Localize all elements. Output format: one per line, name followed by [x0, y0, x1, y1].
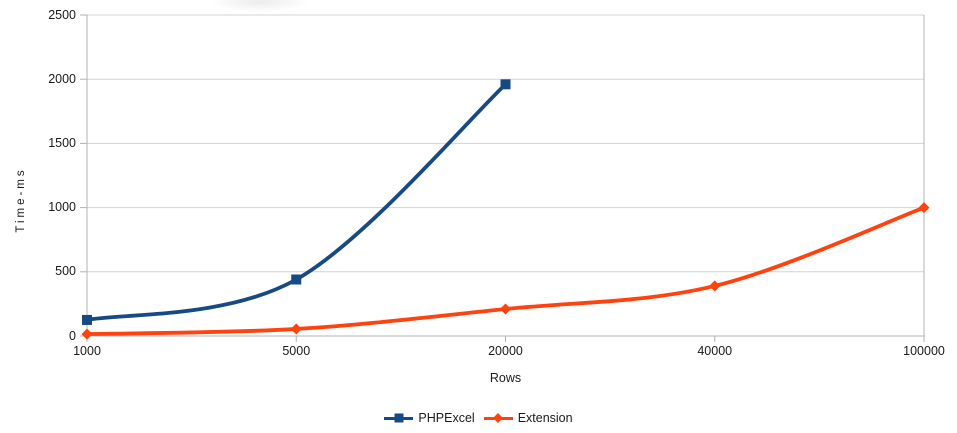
x-tick-label: 40000 [697, 344, 733, 358]
x-tick-label: 20000 [488, 344, 523, 358]
y-tick-label: 500 [55, 264, 76, 279]
legend-diamond-marker-icon [483, 413, 513, 423]
y-axis-title: Time-ms [15, 167, 27, 233]
legend: PHPExcel Extension [0, 407, 957, 429]
legend-label: Extension [517, 411, 573, 425]
x-axis-title: Rows [489, 371, 522, 385]
legend-marker-square-icon [394, 413, 404, 423]
series-line-extension [85, 205, 926, 336]
marker-square-icon [82, 314, 92, 325]
legend-item-extension: Extension [483, 411, 573, 425]
x-tick-label: 100000 [903, 344, 945, 358]
x-tick-label: 5000 [282, 344, 311, 358]
y-tick-label: 2000 [48, 71, 76, 86]
y-tick-label: 1500 [48, 135, 76, 150]
marker-diamond-icon [81, 328, 93, 340]
y-tick-label: 2500 [48, 7, 76, 22]
series-line-phpexcel [85, 82, 508, 322]
marker-square-icon [291, 274, 302, 285]
marker-diamond-icon [499, 303, 512, 315]
legend-marker-diamond-icon [493, 413, 504, 423]
marker-diamond-icon [918, 202, 930, 214]
y-tick-label: 0 [69, 328, 76, 343]
marker-diamond-icon [709, 280, 721, 292]
y-tick-label: 1000 [48, 200, 76, 215]
marker-diamond-icon [290, 323, 302, 335]
legend-label: PHPExcel [418, 411, 475, 425]
marker-square-icon [500, 79, 511, 90]
legend-item-phpexcel: PHPExcel [384, 411, 475, 425]
legend-square-marker-icon [384, 413, 414, 423]
x-tick-label: 1000 [73, 344, 101, 358]
